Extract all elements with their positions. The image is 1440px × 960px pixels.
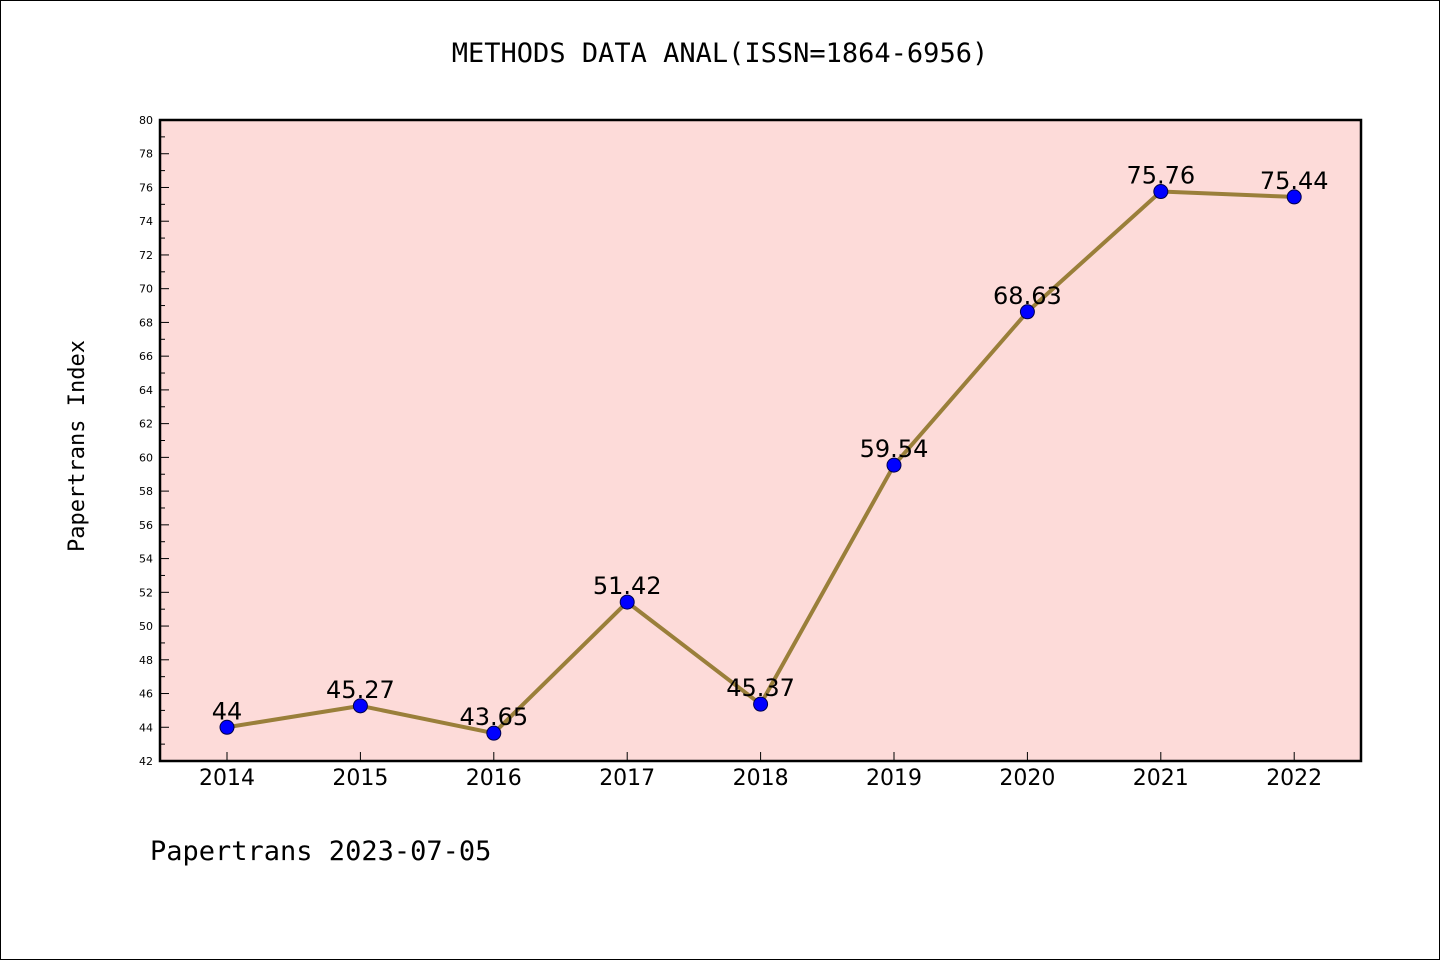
x-tick-label: 2021 [1133, 766, 1189, 791]
y-axis-label: Papertrans Index [65, 340, 90, 552]
plot-area [158, 118, 1363, 763]
x-tick-label: 2016 [466, 766, 522, 791]
y-axis: 42 44 46 48 50 52 54 56 58 60 62 64 66 68 70 72 74 76 78 80 [139, 114, 169, 768]
y-tick-label: 54 [139, 553, 153, 566]
x-tick-label: 2014 [199, 766, 255, 791]
y-tick-label: 42 [139, 755, 153, 768]
y-tick-label: 62 [139, 418, 153, 431]
data-label: 75.44 [1260, 167, 1329, 195]
y-tick-label: 68 [139, 316, 153, 329]
y-tick-label: 52 [139, 586, 153, 599]
y-tick-label: 78 [139, 148, 153, 161]
y-tick-label: 50 [139, 620, 153, 633]
data-point [1153, 184, 1169, 200]
x-tick-label: 2017 [599, 766, 655, 791]
x-tick-label: 2015 [332, 766, 388, 791]
y-tick-label: 58 [139, 485, 153, 498]
data-point [619, 594, 635, 610]
x-axis: 2014 2015 2016 2017 2018 2019 2020 2021 2022 [199, 752, 1322, 791]
data-point [1019, 304, 1035, 320]
footer-text: Papertrans 2023-07-05 [150, 836, 492, 867]
y-tick-label: 60 [139, 451, 153, 464]
y-tick-label: 48 [139, 654, 153, 667]
data-label: 45.27 [326, 676, 395, 704]
x-tick-label: 2022 [1266, 766, 1322, 791]
y-tick-label: 64 [139, 384, 153, 397]
data-label: 44 [212, 697, 243, 725]
y-tick-label: 46 [139, 688, 153, 701]
data-point [352, 698, 368, 714]
y-tick-label: 56 [139, 519, 153, 532]
y-tick-label: 70 [139, 283, 153, 296]
chart-title: METHODS DATA ANAL(ISSN=1864-6956) [451, 38, 989, 69]
data-label: 59.54 [860, 435, 929, 463]
x-tick-label: 2019 [866, 766, 922, 791]
data-point [486, 725, 502, 741]
data-points [219, 184, 1302, 741]
data-labels: 44 45.27 43.65 51.42 45.37 59.54 68.63 75.76 75.… [212, 162, 1329, 732]
data-point [1286, 189, 1302, 205]
y-tick-label: 76 [139, 181, 153, 194]
data-label: 75.76 [1126, 162, 1195, 190]
data-label: 45.37 [726, 674, 795, 702]
y-tick-label: 66 [139, 350, 153, 363]
data-point [219, 719, 235, 735]
x-tick-label: 2018 [733, 766, 789, 791]
data-label: 51.42 [593, 572, 662, 600]
data-label: 43.65 [459, 703, 528, 731]
y-tick-label: 74 [139, 215, 153, 228]
y-tick-label: 72 [139, 249, 153, 262]
x-tick-label: 2020 [999, 766, 1055, 791]
data-point [886, 457, 902, 473]
y-tick-label: 44 [139, 721, 153, 734]
data-point [753, 696, 769, 712]
data-label: 68.63 [993, 282, 1062, 310]
y-tick-label: 80 [139, 114, 153, 127]
